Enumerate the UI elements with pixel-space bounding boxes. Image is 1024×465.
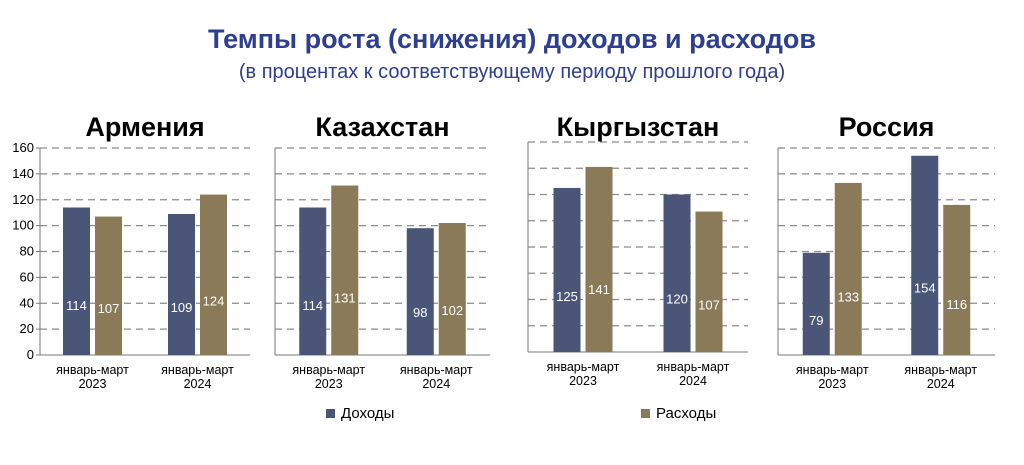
bar <box>911 155 939 355</box>
bar-value-label: 120 <box>666 291 688 306</box>
x-category-label: 2024 <box>679 374 707 388</box>
y-tick-label: 40 <box>20 295 34 310</box>
y-tick-label: 60 <box>20 269 34 284</box>
x-category-label: 2023 <box>569 374 597 388</box>
bar-value-label: 109 <box>171 300 193 315</box>
panel-title: Казахстан <box>315 112 450 142</box>
legend-swatch-income <box>326 409 335 418</box>
bar-value-label: 107 <box>698 297 720 312</box>
x-category-label: январь-март <box>161 363 234 377</box>
bar-value-label: 98 <box>413 305 427 320</box>
bar <box>63 207 90 355</box>
legend-swatch-expense <box>641 409 650 418</box>
x-category-label: 2023 <box>818 377 846 391</box>
bar-value-label: 116 <box>946 297 967 312</box>
bar <box>943 204 971 355</box>
bar <box>95 216 122 355</box>
panel-title: Армения <box>85 112 205 142</box>
y-tick-label: 0 <box>27 347 34 362</box>
x-category-label: январь-март <box>904 363 977 377</box>
bar <box>663 194 691 352</box>
x-category-label: январь-март <box>292 363 365 377</box>
bar <box>168 213 195 355</box>
x-category-label: январь-март <box>56 363 129 377</box>
bar-value-label: 125 <box>556 289 578 304</box>
y-tick-label: 120 <box>12 192 34 207</box>
y-tick-label: 20 <box>20 321 34 336</box>
chart-subtitle: (в процентах к соответствующему периоду … <box>238 61 786 83</box>
x-category-label: 2024 <box>927 377 955 391</box>
y-tick-label: 80 <box>20 244 34 259</box>
bar-value-label: 79 <box>809 313 823 328</box>
y-tick-label: 100 <box>12 218 34 233</box>
legend-label-income: Доходы <box>341 405 395 422</box>
bar-value-label: 114 <box>66 298 87 313</box>
bar <box>834 182 862 355</box>
bar <box>406 228 434 355</box>
bar <box>553 187 581 352</box>
bar-value-label: 131 <box>334 290 356 305</box>
bar <box>695 211 723 352</box>
y-tick-label: 160 <box>12 140 34 155</box>
panel-title: Россия <box>838 112 935 142</box>
x-category-label: январь-март <box>657 360 730 374</box>
bar-value-label: 107 <box>98 301 120 316</box>
x-category-label: январь-март <box>400 363 473 377</box>
x-category-label: январь-март <box>547 360 620 374</box>
bar-value-label: 154 <box>914 280 936 295</box>
x-category-label: 2023 <box>315 377 343 391</box>
bar-value-label: 124 <box>203 293 225 308</box>
bar-value-label: 141 <box>588 282 610 297</box>
x-category-label: 2023 <box>79 377 107 391</box>
bar <box>438 223 466 355</box>
legend-item-income: Доходы <box>326 405 394 422</box>
x-category-label: 2024 <box>184 377 212 391</box>
legend-label-expense: Расходы <box>656 405 717 422</box>
bar <box>585 166 613 352</box>
bar <box>802 252 830 355</box>
x-category-label: январь-март <box>796 363 869 377</box>
bar <box>331 185 359 355</box>
bar-value-label: 114 <box>302 298 323 313</box>
chart-title: Темпы роста (снижения) доходов и расходо… <box>207 24 817 54</box>
y-tick-label: 140 <box>12 166 34 181</box>
panel-title: Кыргызстан <box>556 112 720 142</box>
x-category-label: 2024 <box>422 377 450 391</box>
legend-item-expense: Расходы <box>641 405 716 422</box>
bar <box>200 194 227 355</box>
bar-value-label: 102 <box>441 303 463 318</box>
bar <box>299 207 327 355</box>
bar-value-label: 133 <box>837 289 859 304</box>
